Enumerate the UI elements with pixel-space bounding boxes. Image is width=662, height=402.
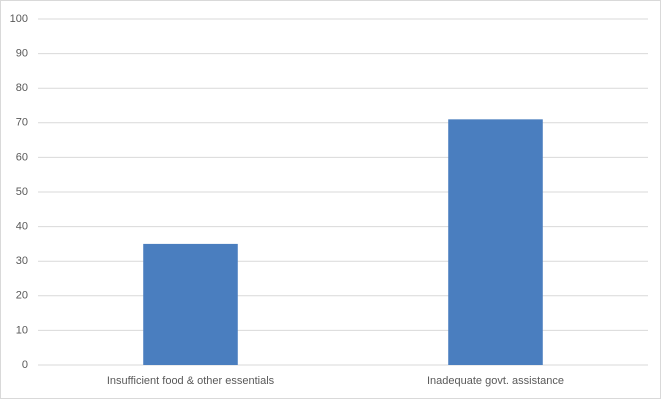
x-tick-label: Inadequate govt. assistance: [427, 375, 564, 387]
y-tick-label: 20: [16, 290, 28, 302]
y-tick-label: 50: [16, 186, 28, 198]
y-tick-label: 60: [16, 151, 28, 163]
y-tick-label: 100: [10, 13, 28, 25]
y-tick-label: 90: [16, 48, 28, 60]
bar: [143, 243, 238, 365]
y-tick-label: 30: [16, 255, 28, 267]
y-tick-label: 40: [16, 221, 28, 233]
y-tick-label: 70: [16, 117, 28, 129]
y-tick-label: 0: [22, 359, 28, 371]
x-tick-label: Insufficient food & other essentials: [107, 375, 275, 387]
y-tick-label: 10: [16, 324, 28, 336]
bar: [448, 119, 543, 365]
y-tick-label: 80: [16, 82, 28, 94]
